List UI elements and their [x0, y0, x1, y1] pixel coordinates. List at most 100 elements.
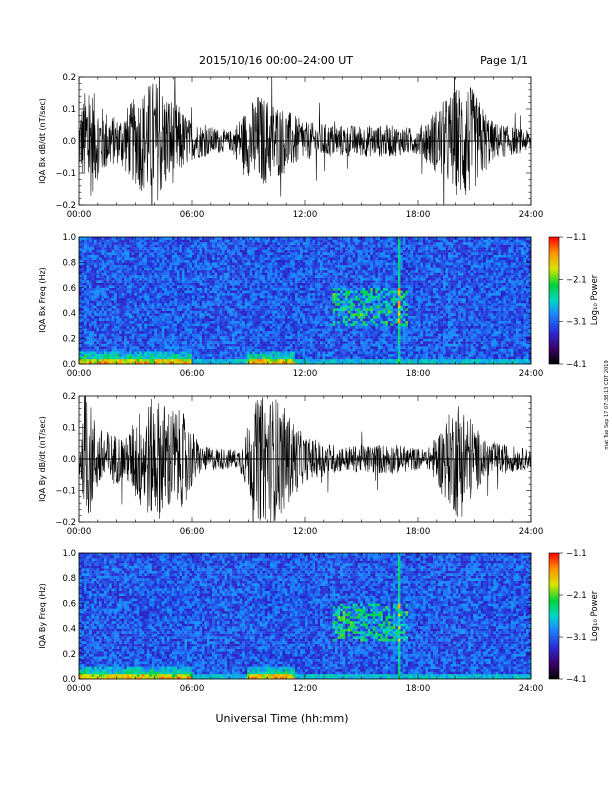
spectrogram-cell [167, 237, 170, 240]
spectrogram-cell [187, 341, 190, 344]
spectrogram-cell [265, 252, 268, 255]
spectrogram-cell [159, 255, 162, 258]
spectrogram-cell [114, 321, 117, 324]
spectrogram-cell [182, 295, 185, 298]
spectrogram-cell [210, 270, 213, 273]
spectrogram-cell [265, 349, 268, 352]
spectrogram-cell [217, 267, 220, 270]
spectrogram-cell [102, 260, 105, 263]
spectrogram-cell [179, 354, 182, 357]
spectrogram-cell [285, 331, 288, 334]
spectrogram-cell [112, 316, 115, 319]
spectrogram-cell [107, 316, 110, 319]
spectrogram-cell [179, 255, 182, 258]
spectrogram-cell [232, 301, 235, 304]
spectrogram-cell [205, 265, 208, 268]
spectrogram-cell [220, 293, 223, 296]
spectrogram-cell [265, 257, 268, 260]
spectrogram-cell [313, 237, 316, 240]
spectrogram-cell [197, 255, 200, 258]
spectrogram-cell [245, 288, 248, 291]
spectrogram-cell [109, 334, 112, 337]
spectrogram-cell [134, 250, 137, 253]
spectrogram-cell [285, 354, 288, 357]
spectrogram-cell [225, 293, 228, 296]
spectrogram-cell [252, 356, 255, 359]
spectrogram-cell [124, 250, 127, 253]
spectrogram-cell [318, 250, 321, 253]
spectrogram-cell [242, 313, 245, 316]
spectrogram-cell [184, 326, 187, 329]
spectrogram-cell [318, 293, 321, 296]
spectrogram-cell [235, 240, 238, 243]
spectrogram-cell [195, 293, 198, 296]
spectrogram-cell [250, 280, 253, 283]
spectrogram-cell [252, 321, 255, 324]
spectrogram-cell [320, 301, 323, 304]
spectrogram-cell [313, 313, 316, 316]
spectrogram-cell [270, 301, 273, 304]
spectrogram-cell [152, 242, 155, 245]
spectrogram-cell [187, 288, 190, 291]
spectrogram-cell [260, 255, 263, 258]
spectrogram-cell [137, 306, 140, 309]
spectrogram-cell [237, 298, 240, 301]
spectrogram-cell [97, 326, 100, 329]
spectrogram-cell [195, 283, 198, 286]
spectrogram-cell [275, 328, 278, 331]
spectrogram-cell [89, 260, 92, 263]
spectrogram-cell [152, 273, 155, 276]
spectrogram-cell [164, 354, 167, 357]
spectrogram-cell [102, 293, 105, 296]
spectrogram-cell [162, 275, 165, 278]
spectrogram-cell [97, 278, 100, 281]
spectrogram-cell [97, 283, 100, 286]
spectrogram-cell [117, 237, 120, 240]
spectrogram-cell [182, 301, 185, 304]
spectrogram-cell [92, 278, 95, 281]
spectrogram-cell [295, 293, 298, 296]
spectrogram-cell [154, 318, 157, 321]
spectrogram-cell [280, 245, 283, 248]
spectrogram-cell [295, 265, 298, 268]
spectrogram-cell [157, 316, 160, 319]
spectrogram-cell [255, 245, 258, 248]
spectrogram-cell [240, 356, 243, 359]
spectrogram-cell [235, 280, 238, 283]
spectrogram-cell [272, 288, 275, 291]
spectrogram-cell [127, 318, 130, 321]
spectrogram-cell [89, 311, 92, 314]
spectrogram-cell [270, 331, 273, 334]
spectrogram-cell [292, 308, 295, 311]
spectrogram-cell [310, 280, 313, 283]
spectrogram-cell [177, 349, 180, 352]
spectrogram-cell [295, 323, 298, 326]
spectrogram-cell [99, 242, 102, 245]
spectrogram-cell [144, 260, 147, 263]
spectrogram-cell [195, 349, 198, 352]
spectrogram-cell [318, 252, 321, 255]
spectrogram-cell [260, 257, 263, 260]
spectrogram-cell [308, 359, 311, 362]
spectrogram-cell [250, 316, 253, 319]
spectrogram-cell [323, 341, 326, 344]
spectrogram-cell [184, 339, 187, 342]
spectrogram-cell [117, 280, 120, 283]
spectrogram-cell [152, 288, 155, 291]
spectrogram-cell [107, 262, 110, 265]
spectrogram-cell [270, 242, 273, 245]
spectrogram-cell [197, 278, 200, 281]
spectrogram-cell [189, 275, 192, 278]
spectrogram-cell [235, 267, 238, 270]
spectrogram-cell [172, 280, 175, 283]
spectrogram-cell [240, 285, 243, 288]
spectrogram-cell [192, 339, 195, 342]
spectrogram-cell [237, 341, 240, 344]
spectrogram-cell [174, 285, 177, 288]
spectrogram-cell [227, 298, 230, 301]
spectrogram-cell [300, 356, 303, 359]
spectrogram-cell [297, 331, 300, 334]
spectrogram-cell [265, 267, 268, 270]
spectrogram-cell [162, 252, 165, 255]
spectrogram-cell [225, 341, 228, 344]
